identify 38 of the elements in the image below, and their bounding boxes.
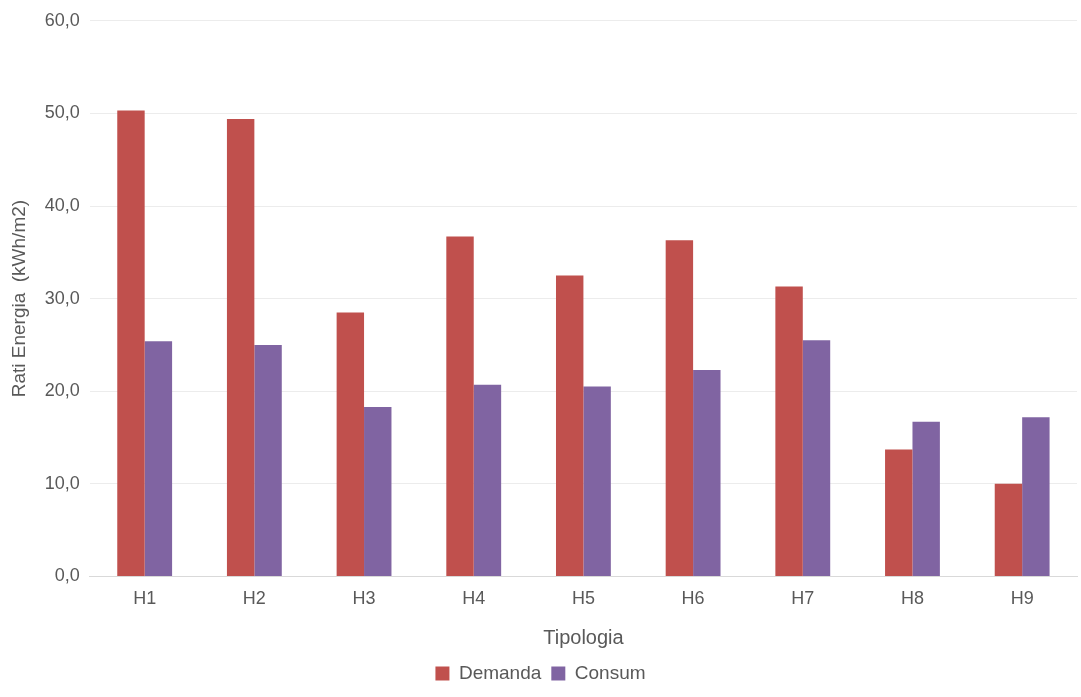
y-tick-label: 50,0 [44, 102, 80, 123]
y-axis-title: Rati Energia (kWh/m2) [7, 199, 29, 398]
bar [775, 286, 803, 576]
x-tick-label: H4 [462, 588, 486, 609]
y-tick-label: 40,0 [44, 194, 80, 215]
x-tick-label: H8 [900, 588, 924, 609]
x-tick-label: H9 [1010, 588, 1034, 609]
x-tick-label: H5 [571, 588, 595, 609]
bar [473, 384, 502, 576]
y-tick-label: 60,0 [44, 9, 80, 30]
y-tick-label: 0,0 [54, 565, 80, 586]
x-tick-label: H2 [242, 588, 266, 609]
bar [1022, 417, 1050, 576]
x-tick-label: H7 [791, 588, 815, 609]
bar [446, 236, 474, 576]
bar [802, 340, 831, 576]
y-tick-label: 20,0 [44, 380, 80, 401]
x-axis-title: Tipologia [543, 625, 625, 648]
bar [336, 312, 365, 576]
bar [144, 341, 173, 576]
bar [994, 483, 1023, 576]
y-tick-label: 30,0 [44, 287, 80, 308]
bar [665, 240, 694, 576]
bar [226, 118, 255, 576]
bar [364, 406, 392, 576]
x-tick-label: H3 [352, 588, 376, 609]
legend-label: Demanda [458, 661, 542, 683]
bar [117, 110, 145, 576]
x-tick-label: H1 [133, 588, 157, 609]
bar [254, 344, 282, 576]
bar [885, 449, 913, 576]
bar [912, 421, 940, 576]
x-tick-label: H6 [681, 588, 705, 609]
bar [583, 386, 611, 576]
legend-label: Consum [574, 661, 646, 683]
bar [556, 275, 584, 576]
bar [693, 369, 721, 576]
y-tick-label: 10,0 [44, 472, 80, 493]
